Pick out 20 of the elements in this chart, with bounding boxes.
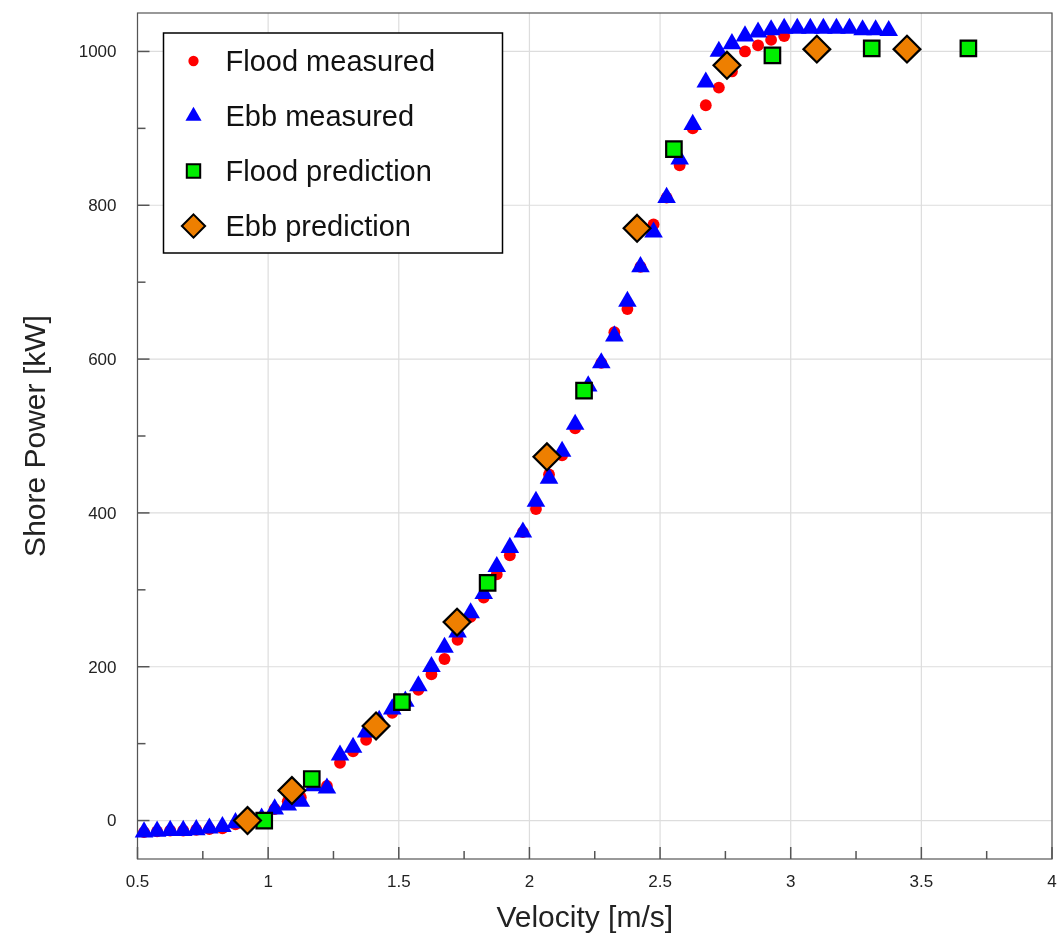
x-tick-label: 0.5 bbox=[125, 872, 150, 891]
x-axis-title: Velocity [m/s] bbox=[496, 900, 674, 933]
y-tick-label: 600 bbox=[88, 350, 117, 370]
y-tick-label: 800 bbox=[88, 196, 117, 216]
y-tick-label: 400 bbox=[88, 503, 117, 523]
x-tick-label: 4 bbox=[1047, 872, 1057, 891]
legend-label: Ebb measured bbox=[225, 100, 415, 133]
x-tick-label: 1.5 bbox=[386, 872, 411, 891]
x-tick-label: 2.5 bbox=[648, 872, 672, 891]
x-tick-label: 2 bbox=[524, 872, 535, 891]
y-tick-label: 200 bbox=[88, 657, 117, 677]
y-tick-label: 1000 bbox=[78, 42, 117, 62]
x-tick-label: 1 bbox=[263, 872, 273, 891]
x-tick-label: 3 bbox=[785, 872, 796, 891]
x-tick-label: 3.5 bbox=[909, 872, 934, 891]
legend-label: Flood measured bbox=[225, 45, 436, 78]
y-axis-title: Shore Power [kW] bbox=[18, 315, 51, 557]
legend-label: Ebb prediction bbox=[225, 210, 411, 243]
y-tick-label: 0 bbox=[107, 811, 117, 831]
legend-label: Flood prediction bbox=[225, 155, 432, 188]
